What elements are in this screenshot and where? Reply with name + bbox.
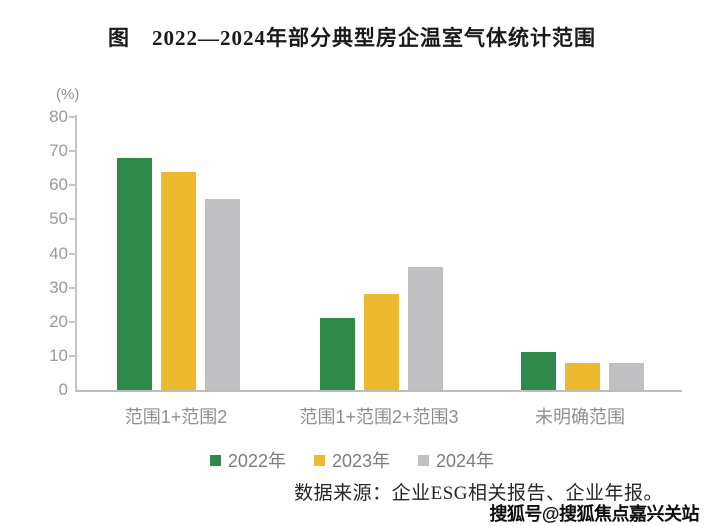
chart-title: 图 2022—2024年部分典型房企温室气体统计范围: [108, 26, 596, 50]
legend-label: 2024年: [436, 451, 495, 471]
bar-2024年-范围1+范围2+范围3: [407, 267, 443, 390]
bar-2024年-未明确范围: [608, 363, 644, 390]
source-note: 数据来源：企业ESG相关报告、企业年报。: [294, 483, 663, 504]
y-tick-label: 10: [49, 345, 68, 365]
y-tick-mark: [69, 320, 75, 323]
y-tick-mark: [69, 354, 75, 357]
y-tick-label: 60: [49, 175, 68, 195]
legend-item-2022年: 2022年: [209, 447, 286, 473]
y-tick-mark: [69, 218, 75, 221]
legend: 2022年 2023年 2024年: [0, 447, 704, 473]
y-tick-label: 20: [49, 311, 68, 331]
y-tick-label: 80: [49, 107, 68, 126]
y-tick-label: 0: [58, 380, 68, 399]
legend-swatch: [313, 454, 325, 466]
y-tick-mark: [69, 116, 75, 118]
bar-2022年-范围1+范围2+范围3: [319, 318, 355, 390]
y-tick-label: 50: [49, 209, 68, 229]
bar-2024年-范围1+范围2: [204, 199, 240, 390]
legend-label: 2023年: [331, 451, 391, 471]
legend-swatch: [418, 454, 430, 466]
bar-2023年-未明确范围: [564, 363, 600, 390]
bar-2022年-范围1+范围2: [116, 158, 152, 390]
category-label: 范围1+范围2: [124, 407, 228, 427]
bar-2023年-范围1+范围2+范围3: [363, 294, 399, 390]
watermark: 搜狐号@搜狐焦点嘉兴关站: [489, 504, 699, 524]
y-tick-mark: [69, 150, 75, 153]
y-tick-mark: [69, 286, 75, 289]
y-axis-unit-label: (%): [56, 86, 80, 103]
legend-item-2024年: 2024年: [418, 447, 494, 473]
legend-item-2023年: 2023年: [313, 447, 391, 473]
bar-2022年-未明确范围: [520, 352, 556, 390]
category-label: 范围1+范围2+范围3: [299, 407, 459, 427]
bar-2023年-范围1+范围2: [160, 172, 196, 390]
legend-swatch: [209, 454, 221, 466]
legend-label: 2022年: [227, 451, 286, 471]
y-tick-label: 30: [49, 277, 68, 297]
y-tick-mark: [69, 184, 75, 187]
y-tick-label: 70: [49, 141, 68, 161]
plot-area: [75, 115, 682, 392]
y-tick-label: 40: [49, 243, 68, 263]
y-tick-mark: [69, 252, 75, 255]
category-label: 未明确范围: [535, 407, 625, 427]
